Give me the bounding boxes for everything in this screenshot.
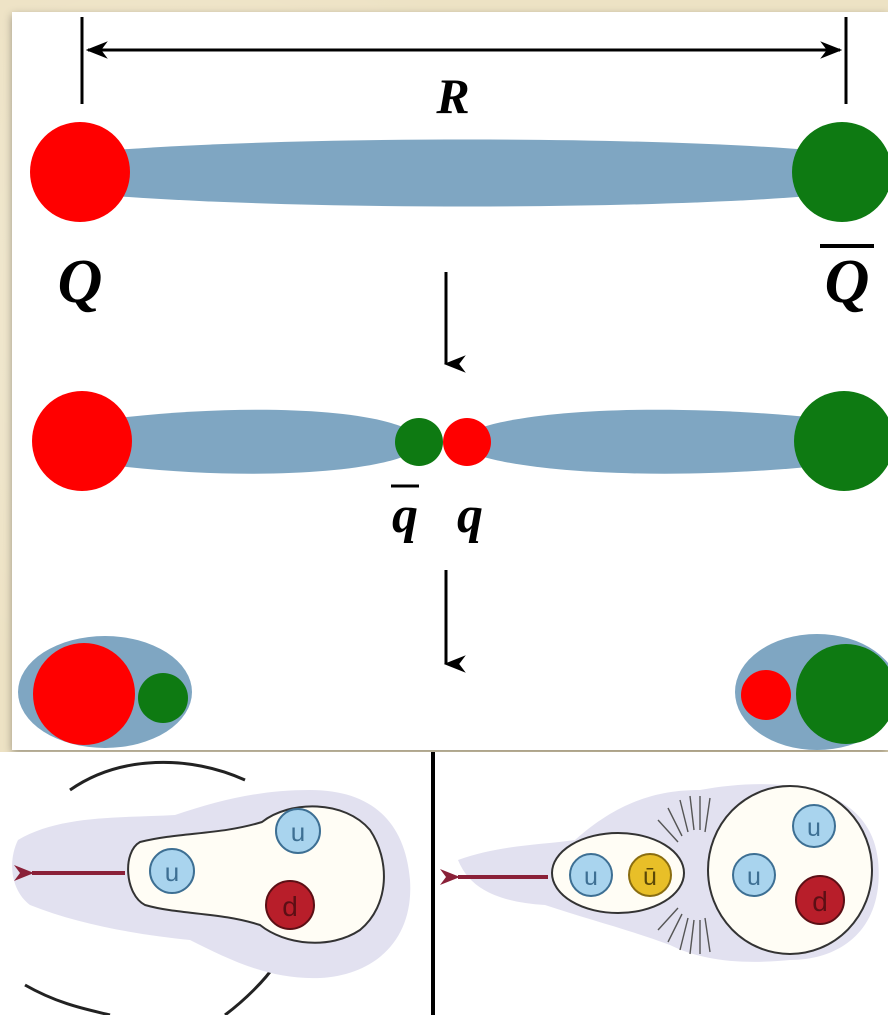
decoration-curve — [224, 964, 277, 1015]
down-quark — [795, 875, 845, 925]
hadron-pulling-panel: u u d — [0, 752, 888, 1015]
up-quark — [149, 848, 195, 894]
quark-label: ū — [643, 863, 657, 891]
quark-label-Q: Q — [58, 248, 103, 316]
decoration-curve — [69, 760, 246, 792]
light-antiquark — [395, 418, 443, 466]
separation-indicator: R — [80, 17, 848, 124]
light-antiquark — [138, 673, 188, 723]
hadron-bag — [127, 805, 385, 944]
up-quark — [792, 804, 836, 848]
quark-label: d — [282, 891, 298, 922]
heavy-quark-Q — [30, 122, 130, 222]
quark-label: u — [807, 814, 821, 842]
quark-label: u — [165, 857, 179, 887]
flux-tube — [115, 139, 810, 207]
light-antiquark-label: q — [392, 487, 418, 544]
heavy-antiquark-Qbar — [794, 391, 888, 491]
heavy-quark-Q — [32, 391, 132, 491]
anti-up-quark — [628, 853, 672, 897]
stage-3-mesons — [18, 634, 888, 750]
stage-2-string-break: q q — [32, 391, 888, 544]
up-quark — [732, 853, 776, 897]
heavy-antiquark-Qbar — [796, 644, 888, 744]
heavy-antiquark-Qbar — [792, 122, 888, 222]
flux-tube-left — [118, 409, 405, 474]
heavy-quark-Q — [33, 643, 135, 745]
proton-pulled: u u d — [12, 790, 411, 979]
flux-tube-right — [480, 409, 818, 474]
field-lines — [657, 795, 711, 955]
up-quark — [275, 808, 321, 854]
light-quark — [443, 418, 491, 466]
quark-label: u — [584, 863, 598, 891]
light-quark-label: q — [457, 487, 483, 544]
light-quark — [741, 670, 791, 720]
up-quark — [569, 853, 613, 897]
antiquark-label-Qbar: Q — [825, 248, 870, 316]
string-breaking-svg: R Q Q q q — [18, 17, 888, 750]
separation-label: R — [435, 68, 469, 124]
down-quark — [265, 880, 315, 930]
stage-1-flux-tube: Q Q — [30, 122, 888, 316]
quark-label: d — [812, 886, 828, 917]
string-breaking-panel: R Q Q q q — [12, 12, 888, 750]
quark-label: u — [291, 817, 305, 847]
quark-label: u — [747, 863, 761, 891]
hadron-pulling-svg: u u d — [12, 752, 879, 1015]
decoration-curve — [24, 983, 111, 1015]
meson-creation: u ū u u d — [440, 784, 879, 962]
